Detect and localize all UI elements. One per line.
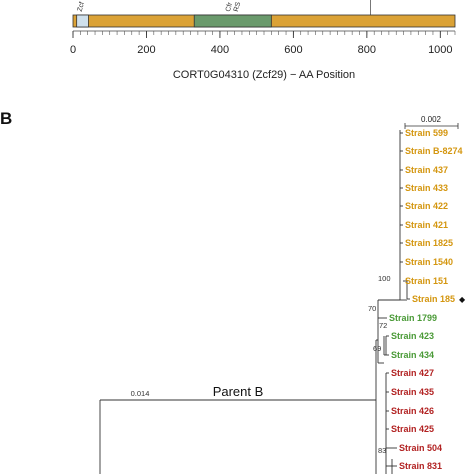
scale-bar-label: 0.002 bbox=[421, 115, 442, 124]
strain-label: Strain 1540 bbox=[405, 257, 453, 267]
strain-label: Strain 1825 bbox=[405, 238, 453, 248]
domain-box bbox=[76, 14, 89, 28]
diamond-marker-icon: ◆ bbox=[459, 295, 466, 304]
strain-label: Strain 504 bbox=[399, 443, 442, 453]
bootstrap-69: 69 bbox=[373, 344, 381, 353]
branch-length-label: 0.014 bbox=[131, 389, 150, 398]
strain-label: Strain 425 bbox=[391, 424, 434, 434]
axis-tick-label: 0 bbox=[70, 44, 76, 56]
strain-label: Strain 423 bbox=[391, 331, 434, 341]
domain-axis-label: CORT0G04310 (Zcf29) − AA Position bbox=[173, 69, 355, 81]
domain-box bbox=[193, 14, 272, 28]
strain-label: Strain 427 bbox=[391, 368, 434, 378]
domain-label-secondary: RS bbox=[233, 1, 242, 13]
axis-tick-label: 600 bbox=[284, 44, 302, 56]
strain-label: Strain 831 bbox=[399, 461, 442, 471]
axis-tick-label: 1000 bbox=[428, 44, 452, 56]
strain-label: Strain 434 bbox=[391, 350, 434, 360]
bootstrap-values: 100 70 72 69 83 bbox=[368, 274, 391, 455]
axis-minor-ticks bbox=[72, 31, 456, 35]
parent-b-branch: 0.014 Parent B bbox=[99, 384, 376, 474]
axis-major-ticks: 0 200 400 600 800 1000 bbox=[70, 31, 453, 56]
strain-label: Strain 422 bbox=[405, 201, 448, 211]
bootstrap-83: 83 bbox=[378, 446, 386, 455]
strain-label: Strain B-8274 bbox=[405, 146, 463, 156]
strain-label: Strain 433 bbox=[405, 183, 448, 193]
strain-label: Strain 151 bbox=[405, 276, 448, 286]
strain-label: Strain 426 bbox=[391, 406, 434, 416]
bootstrap-72: 72 bbox=[379, 321, 387, 330]
panel-label-b: B bbox=[0, 109, 12, 128]
bootstrap-70: 70 bbox=[368, 304, 376, 313]
tree-branches bbox=[375, 130, 408, 474]
domain-label: Cfr bbox=[225, 1, 234, 12]
domain-label: Zcf bbox=[77, 1, 86, 12]
bootstrap-100: 100 bbox=[378, 274, 391, 283]
strain-label: Strain 421 bbox=[405, 220, 448, 230]
axis-tick-label: 400 bbox=[211, 44, 229, 56]
strain-label: Strain 435 bbox=[391, 387, 434, 397]
axis-tick-label: 800 bbox=[358, 44, 376, 56]
tree-tips: Strain 599 Strain B-8274 Strain 437 Strain … bbox=[378, 128, 466, 471]
axis-tick-label: 200 bbox=[137, 44, 155, 56]
strain-label: Strain 1799 bbox=[389, 313, 437, 323]
parent-b-label: Parent B bbox=[213, 384, 264, 399]
scale-bar: 0.002 bbox=[404, 115, 459, 129]
phylogenetic-tree: 0.002 0.014 Parent B bbox=[99, 115, 466, 474]
strain-label: Strain 437 bbox=[405, 165, 448, 175]
strain-label: Strain 599 bbox=[405, 128, 448, 138]
strain-label: Strain 185 bbox=[412, 294, 455, 304]
